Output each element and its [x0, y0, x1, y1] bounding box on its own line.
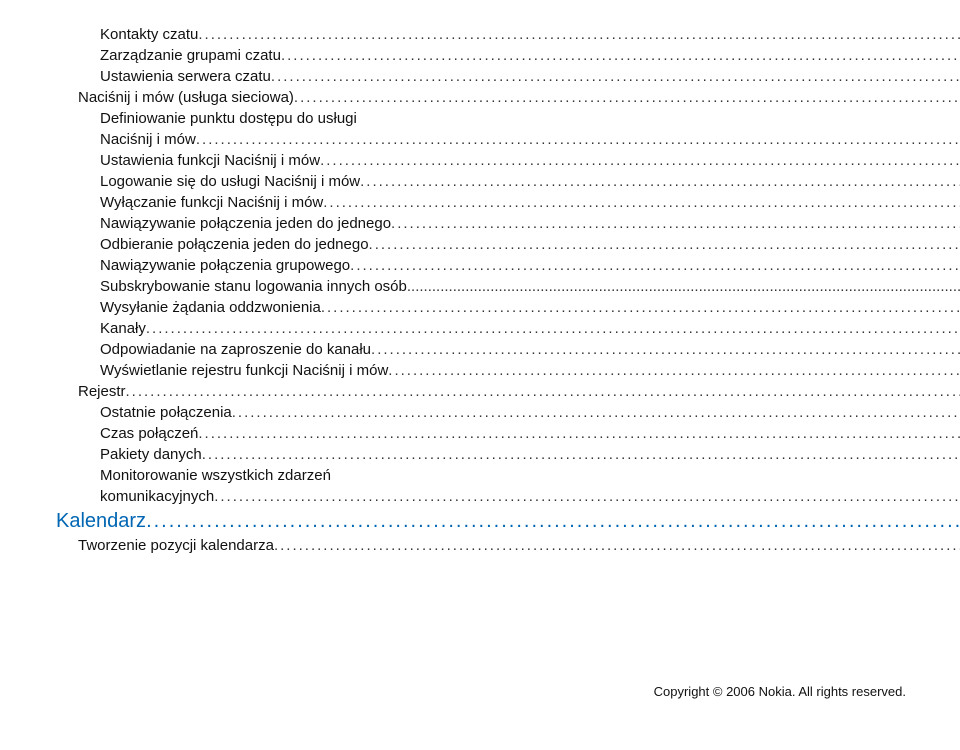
toc-entry-row: Kontakty czatu..........................…: [56, 24, 960, 45]
toc-entry-row: Wysyłanie żądania oddzwonienia..........…: [56, 297, 960, 318]
toc-leader-dots: ........................................…: [126, 381, 960, 402]
toc-leader-dots: ........................................…: [146, 507, 960, 535]
toc-leader-dots: ........................................…: [320, 150, 960, 171]
toc-entry-row: Tworzenie pozycji kalendarza............…: [56, 535, 960, 556]
toc-heading-row: Kalendarz...............................…: [56, 507, 960, 535]
toc-label: Ustawienia serwera czatu: [100, 66, 271, 87]
toc-label: Definiowanie punktu dostępu do usługi: [100, 108, 357, 129]
toc-entry-row: Ustawienia serwera czatu................…: [56, 66, 960, 87]
toc-entry-row: Wyłączanie funkcji Naciśnij i mów.......…: [56, 192, 960, 213]
toc-entry-row: Odbieranie połączenia jeden do jednego..…: [56, 234, 960, 255]
toc-entry-row: Naciśnij i mów (usługa sieciowa)........…: [56, 87, 960, 108]
toc-entry-row: Monitorowanie wszystkich zdarzeń: [56, 465, 960, 486]
toc-leader-dots: ........................................…: [198, 24, 960, 45]
toc-label: Monitorowanie wszystkich zdarzeń: [100, 465, 331, 486]
toc-entry-row: Ustawienia funkcji Naciśnij i mów.......…: [56, 150, 960, 171]
toc-label: Pakiety danych: [100, 444, 202, 465]
toc-leader-dots: ........................................…: [202, 444, 960, 465]
toc-leader-dots: ........................................…: [271, 66, 960, 87]
toc-leader-dots: ........................................…: [360, 171, 960, 192]
toc-leader-dots: ........................................…: [321, 297, 960, 318]
toc-label: Tworzenie pozycji kalendarza: [78, 535, 274, 556]
toc-label: Czas połączeń: [100, 423, 198, 444]
toc-leader-dots: ........................................…: [214, 486, 960, 507]
toc-leader-dots: ........................................…: [323, 192, 960, 213]
toc-label: Kanały: [100, 318, 146, 339]
toc-leader-dots: ........................................…: [388, 360, 960, 381]
toc-leader-dots: ........................................…: [196, 129, 960, 150]
toc-label: Naciśnij i mów (usługa sieciowa): [78, 87, 294, 108]
copyright-footer: Copyright © 2006 Nokia. All rights reser…: [56, 684, 916, 699]
toc-label: Logowanie się do usługi Naciśnij i mów: [100, 171, 360, 192]
toc-label: Naciśnij i mów: [100, 129, 196, 150]
toc-leader-dots: ........................................…: [294, 87, 960, 108]
toc-label: Rejestr: [78, 381, 126, 402]
toc-leader-dots: ........................................…: [274, 535, 960, 556]
toc-entry-row: Subskrybowanie stanu logowania innych os…: [56, 276, 960, 297]
toc-leader-dots: ........................................…: [391, 213, 960, 234]
toc-entry-row: Wyświetlanie rejestru funkcji Naciśnij i…: [56, 360, 960, 381]
toc-label: Odpowiadanie na zaproszenie do kanału: [100, 339, 371, 360]
toc-entry-row: Nawiązywanie połączenia grupowego.......…: [56, 255, 960, 276]
toc-entry-row: Odpowiadanie na zaproszenie do kanału...…: [56, 339, 960, 360]
toc-entry-row: komunikacyjnych.........................…: [56, 486, 960, 507]
toc-leader-dots: ........................................…: [232, 402, 960, 423]
toc-leader-dots: ........................................…: [350, 255, 960, 276]
toc-entry-row: Logowanie się do usługi Naciśnij i mów..…: [56, 171, 960, 192]
toc-leader-dots: ........................................…: [198, 423, 960, 444]
toc-leader-dots: ........................................…: [371, 339, 960, 360]
toc-label: Odbieranie połączenia jeden do jednego: [100, 234, 369, 255]
toc-entry-row: Naciśnij i mów..........................…: [56, 129, 960, 150]
toc-entry-row: Definiowanie punktu dostępu do usługi: [56, 108, 960, 129]
toc-label: Zarządzanie grupami czatu: [100, 45, 281, 66]
toc-entry-row: Kanały..................................…: [56, 318, 960, 339]
toc-label: Ustawienia funkcji Naciśnij i mów: [100, 150, 320, 171]
toc-entry-row: Rejestr.................................…: [56, 381, 960, 402]
toc-label: Wyłączanie funkcji Naciśnij i mów: [100, 192, 323, 213]
toc-leader-dots: ........................................…: [281, 45, 960, 66]
toc-leader-dots: ........................................…: [407, 276, 960, 297]
toc-entry-row: Pakiety danych..........................…: [56, 444, 960, 465]
toc-label: Nawiązywanie połączenia grupowego: [100, 255, 350, 276]
toc-label: Wyświetlanie rejestru funkcji Naciśnij i…: [100, 360, 388, 381]
toc-columns: Kontakty czatu..........................…: [56, 24, 916, 684]
toc-label: Wysyłanie żądania oddzwonienia: [100, 297, 321, 318]
toc-entry-row: Ostatnie połączenia.....................…: [56, 402, 960, 423]
toc-label: Kontakty czatu: [100, 24, 198, 45]
toc-leader-dots: ........................................…: [146, 318, 960, 339]
toc-label: komunikacyjnych: [100, 486, 214, 507]
toc-label: Nawiązywanie połączenia jeden do jednego: [100, 213, 391, 234]
toc-left-column: Kontakty czatu..........................…: [56, 24, 960, 684]
toc-entry-row: Nawiązywanie połączenia jeden do jednego…: [56, 213, 960, 234]
toc-leader-dots: ........................................…: [369, 234, 960, 255]
toc-label: Subskrybowanie stanu logowania innych os…: [100, 276, 407, 297]
toc-entry-row: Czas połączeń...........................…: [56, 423, 960, 444]
toc-entry-row: Zarządzanie grupami czatu...............…: [56, 45, 960, 66]
toc-label: Ostatnie połączenia: [100, 402, 232, 423]
toc-label: Kalendarz: [56, 507, 146, 535]
